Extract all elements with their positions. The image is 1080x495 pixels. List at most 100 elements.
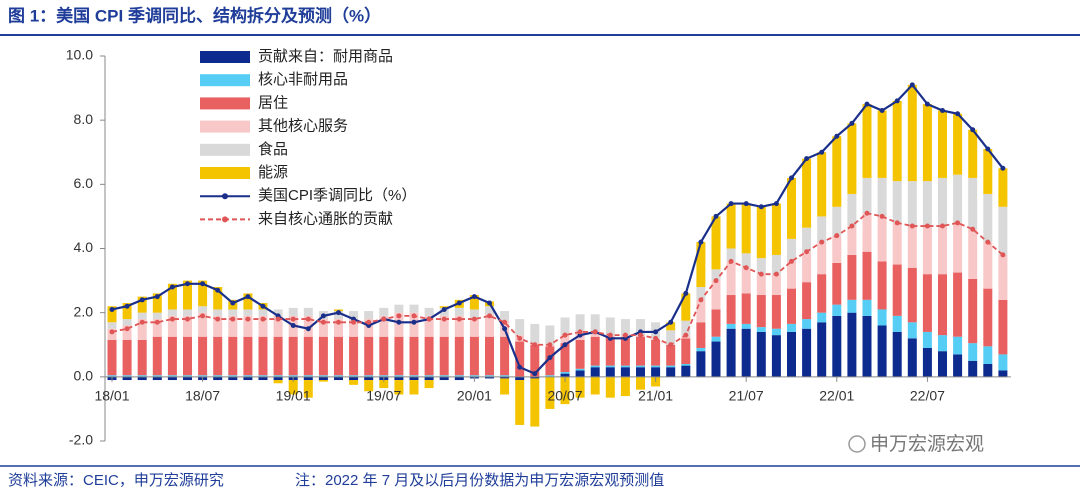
bar-segment [485,376,494,379]
bar-segment [318,319,328,337]
line-marker [547,355,553,361]
legend-swatch [200,74,250,87]
bar-segment [892,315,902,332]
line-marker [955,111,961,117]
line-marker [758,271,764,277]
bar-segment [726,203,736,249]
bar-segment [198,280,208,307]
bar-segment [696,287,706,300]
bar-segment [500,336,510,376]
bar-segment [213,287,223,310]
legend-label: 核心非耐用品 [258,71,348,88]
line-marker [562,332,568,338]
line-marker [849,223,855,229]
line-marker [758,204,764,210]
bar-segment [590,365,600,368]
x-tick-label: 19/01 [276,388,311,404]
bar-segment [605,367,615,377]
bar-segment [183,315,192,337]
bar-segment [469,375,479,377]
bar-segment [741,328,751,377]
bar-segment [711,309,721,337]
bar-segment [273,336,283,376]
bar-segment [605,317,615,336]
bar-segment [515,376,525,381]
bar-segment [756,206,766,259]
bar-segment [183,336,192,376]
line-marker [970,226,976,232]
bar-segment [183,376,192,381]
line-marker [879,108,885,114]
bar-segment [485,306,494,315]
bar-segment [364,375,374,377]
bar-segment [288,307,298,316]
watermark-icon [848,435,866,453]
bar-segment [469,295,479,310]
bar-segment [907,322,917,339]
bar-segment [122,339,132,376]
bar-segment [726,261,736,296]
bar-segment [273,375,283,377]
line-marker [864,210,870,216]
line-marker [940,223,945,229]
bar-segment [666,365,676,368]
bar-segment [787,288,796,324]
bar-segment [515,380,525,425]
bar-segment [334,375,343,377]
line-marker [804,249,810,255]
line-marker [139,319,145,325]
bar-segment [318,336,328,376]
bar-segment [152,376,162,381]
line-marker [109,306,115,312]
chart-title: 图 1：美国 CPI 季调同比、结构拆分及预测（%） [8,5,381,25]
line-marker [260,303,266,309]
legend-label: 食品 [258,141,288,158]
bar-segment [273,380,283,384]
bar-segment [862,315,872,377]
bar-segment [847,312,857,377]
line-marker [713,213,719,219]
bar-segment [862,104,872,178]
line-marker [441,316,447,322]
line-marker [336,319,341,325]
line-marker [305,316,311,322]
line-marker [109,329,115,335]
bar-segment [107,339,117,376]
bar-segment [696,351,706,377]
bar-segment [545,376,555,409]
note: 注：2022 年 7 月及以后月份数据为申万宏源宏观预测值 [295,472,664,489]
line-marker [215,316,221,322]
bar-segment [288,375,298,377]
bar-segment [998,370,1008,377]
line-marker [924,223,930,229]
bar-segment [258,376,268,381]
bar-segment [318,376,328,381]
bar-segment [620,336,630,366]
bar-segment [998,354,1008,371]
bar-segment [636,365,645,368]
bar-segment [681,293,691,321]
line-marker [124,303,130,309]
y-tick-label: 8.0 [74,111,94,127]
bar-segment [122,376,132,381]
y-tick-label: 10.0 [66,47,93,63]
line-marker [487,300,492,306]
bar-segment [273,309,283,316]
legend-label: 能源 [258,164,288,181]
line-marker [320,319,326,325]
bar-segment [892,331,902,377]
bar-segment [122,303,132,320]
bar-segment [318,380,328,382]
bar-segment [726,323,736,329]
bar-segment [107,375,117,377]
bar-segment [726,328,736,377]
bar-segment [379,375,389,377]
y-tick-label: 0.0 [74,368,94,384]
y-tick-label: 4.0 [74,239,94,255]
bar-segment [334,336,343,376]
bar-segment [620,365,630,368]
bar-segment [847,123,857,194]
bar-segment [771,274,781,296]
line-marker [834,233,840,239]
